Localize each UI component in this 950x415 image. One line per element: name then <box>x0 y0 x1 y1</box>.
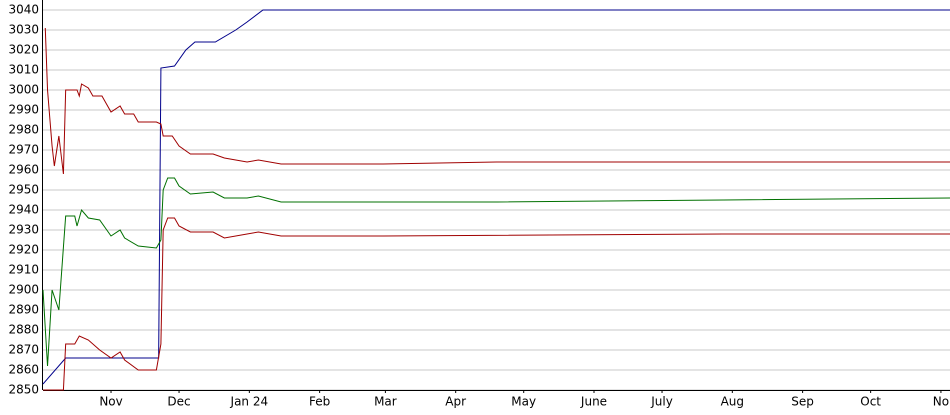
y-tick-label: 2940 <box>8 203 39 217</box>
x-tick-label: July <box>650 395 673 409</box>
series-line <box>43 217 950 391</box>
series-line <box>44 27 950 175</box>
y-tick-label: 3010 <box>8 63 39 77</box>
x-tick-label: Dec <box>167 395 190 409</box>
y-tick-label: 2950 <box>8 183 39 197</box>
y-tick-label: 3030 <box>8 23 39 37</box>
y-tick-label: 2930 <box>8 223 39 237</box>
x-tick-label: Sep <box>791 395 814 409</box>
y-tick-label: 3000 <box>8 83 39 97</box>
x-tick-label: Feb <box>309 395 330 409</box>
x-tick-label: Jan 24 <box>230 395 269 409</box>
series-line <box>42 177 950 367</box>
y-tick-label: 2960 <box>8 163 39 177</box>
x-tick-label: May <box>511 395 536 409</box>
y-tick-label: 3020 <box>8 43 39 57</box>
x-tick-label: June <box>580 395 607 409</box>
y-tick-label: 2910 <box>8 263 39 277</box>
y-tick-label: 2870 <box>8 343 39 357</box>
x-tick-label: No <box>933 395 949 409</box>
y-tick-label: 3040 <box>8 3 39 17</box>
x-tick-label: Mar <box>374 395 397 409</box>
y-tick-label: 2980 <box>8 123 39 137</box>
y-tick-label: 2990 <box>8 103 39 117</box>
y-tick-label: 2850 <box>8 383 39 397</box>
y-tick-label: 2970 <box>8 143 39 157</box>
x-tick-label: Oct <box>860 395 881 409</box>
series-line <box>42 9 950 385</box>
x-tick-label: Aug <box>721 395 744 409</box>
y-tick-label: 2860 <box>8 363 39 377</box>
x-tick-label: Nov <box>99 395 122 409</box>
x-tick-label: Apr <box>445 395 466 409</box>
y-tick-label: 2890 <box>8 303 39 317</box>
y-tick-label: 2920 <box>8 243 39 257</box>
y-tick-label: 2900 <box>8 283 39 297</box>
y-tick-label: 2880 <box>8 323 39 337</box>
